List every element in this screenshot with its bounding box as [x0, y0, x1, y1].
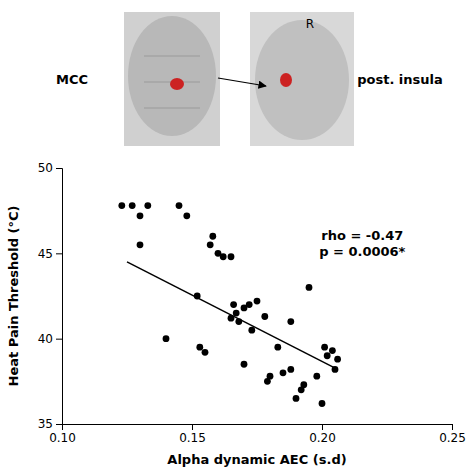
- tick-label: 45: [38, 247, 53, 261]
- point: [230, 301, 237, 308]
- tick-mark: [452, 424, 453, 430]
- point: [293, 395, 300, 402]
- annotation-line: p = 0.0006*: [319, 244, 405, 259]
- plot: 0.10 0.15 0.20 0.25 35 40 45 50 rho = -0.47p = 0…: [6, 161, 466, 467]
- point: [163, 335, 170, 342]
- point: [324, 352, 331, 359]
- brain-outline: [128, 16, 216, 136]
- point: [267, 373, 274, 380]
- point: [183, 212, 190, 219]
- tick-label: 0.15: [179, 431, 206, 445]
- y-axis-title: Heat Pain Threshold (°C): [6, 206, 21, 387]
- tick-label: 35: [38, 417, 53, 431]
- point: [209, 233, 216, 240]
- point: [202, 349, 209, 356]
- point: [144, 202, 151, 209]
- axis-line: [63, 425, 453, 431]
- y-axis: 35 40 45 50: [38, 161, 63, 431]
- point: [261, 313, 268, 320]
- arrow: [218, 78, 266, 86]
- tick: 45: [38, 247, 62, 261]
- point: [300, 381, 307, 388]
- brain-gyrus: [144, 56, 200, 57]
- point: [129, 202, 136, 209]
- tick: 35: [38, 417, 62, 431]
- marks: [118, 202, 341, 407]
- point: [118, 202, 125, 209]
- axis-line: [56, 169, 63, 425]
- brain-outline: [255, 20, 349, 140]
- figure-label: R: [306, 17, 314, 31]
- point: [137, 212, 144, 219]
- annotation: rho = -0.47p = 0.0006*: [319, 228, 405, 259]
- point: [207, 241, 214, 248]
- tick-mark: [56, 253, 62, 254]
- tick-mark: [192, 424, 193, 430]
- regression-line: [127, 262, 338, 370]
- point: [319, 400, 326, 407]
- chart: MCC post. insula R 0.10 0.15 0.20 0.25 35 40 45 50…: [0, 0, 474, 474]
- point: [176, 202, 183, 209]
- tick: 0.10: [49, 424, 76, 445]
- tick-label: 40: [38, 332, 53, 346]
- point: [334, 356, 341, 363]
- point: [287, 366, 294, 373]
- point: [233, 310, 240, 317]
- brain-panel: [250, 12, 354, 146]
- figure-label: post. insula: [357, 72, 443, 87]
- brain-highlight: [170, 78, 184, 90]
- point: [220, 253, 227, 260]
- point: [313, 373, 320, 380]
- tick: 0.25: [439, 424, 466, 445]
- tick-mark: [322, 424, 323, 430]
- tick-mark: [56, 424, 62, 425]
- tick: 0.20: [309, 424, 336, 445]
- point: [137, 241, 144, 248]
- point: [254, 298, 261, 305]
- brain-gyrus: [144, 108, 200, 109]
- point: [274, 344, 281, 351]
- point: [280, 369, 287, 376]
- figure-label: MCC: [56, 72, 88, 87]
- point: [248, 327, 255, 334]
- annotation-line: rho = -0.47: [321, 228, 403, 243]
- tick: 0.15: [179, 424, 206, 445]
- tick: 40: [38, 332, 62, 346]
- point: [306, 284, 313, 291]
- point: [196, 344, 203, 351]
- tick: 50: [38, 161, 62, 175]
- x-axis-title: Alpha dynamic AEC (s.d): [167, 452, 346, 467]
- point: [321, 344, 328, 351]
- tick-label: 0.10: [49, 431, 76, 445]
- point: [287, 318, 294, 325]
- point: [329, 347, 336, 354]
- x-axis: 0.10 0.15 0.20 0.25: [49, 424, 466, 445]
- tick-label: 0.25: [439, 431, 466, 445]
- tick-mark: [56, 168, 62, 169]
- point: [228, 253, 235, 260]
- point: [241, 361, 248, 368]
- brain-images: [124, 12, 354, 146]
- point: [246, 301, 253, 308]
- brain-highlight: [280, 73, 292, 87]
- brain-panel: [124, 12, 220, 146]
- tick-label: 50: [38, 161, 53, 175]
- tick-mark: [56, 339, 62, 340]
- tick-label: 0.20: [309, 431, 336, 445]
